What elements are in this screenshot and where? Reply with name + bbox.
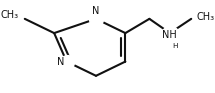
Text: N: N [57, 57, 64, 67]
Text: NH: NH [163, 30, 177, 40]
Text: N: N [92, 6, 100, 16]
Text: CH₃: CH₃ [197, 12, 215, 22]
Text: CH₃: CH₃ [0, 10, 18, 20]
Text: H: H [172, 43, 178, 49]
